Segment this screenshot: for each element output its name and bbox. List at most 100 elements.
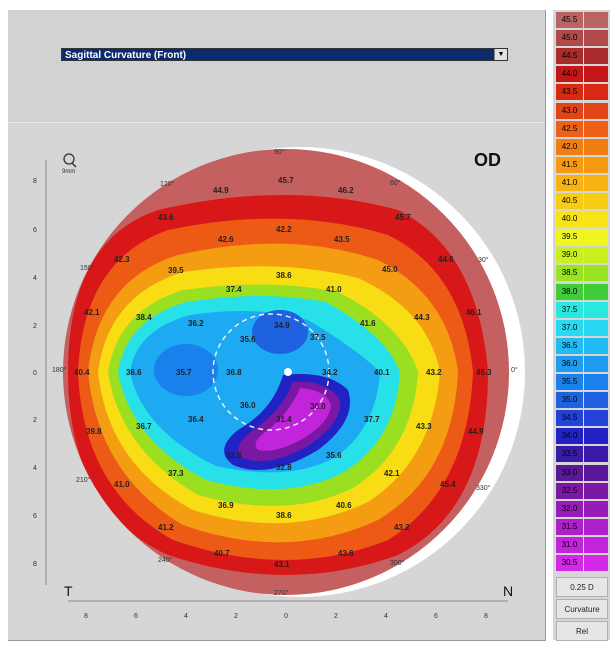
scale-swatch-label: 43.5 xyxy=(556,84,583,101)
curvature-value: 35.6 xyxy=(240,335,256,344)
scale-swatch-label: 32.0 xyxy=(556,500,583,517)
curvature-value: 35.7 xyxy=(176,368,192,377)
curvature-value: 43.1 xyxy=(274,560,290,569)
scale-swatch xyxy=(584,301,608,318)
scale-swatch xyxy=(584,30,608,47)
x-tick-label: 2 xyxy=(234,613,238,620)
x-tick-label: 4 xyxy=(184,613,188,620)
scale-swatch xyxy=(584,536,608,553)
map-type-select[interactable]: Sagittal Curvature (Front) ▼ xyxy=(61,48,508,61)
curvature-value: 43.6 xyxy=(158,213,174,222)
scale-swatch xyxy=(584,48,608,65)
scale-swatch-label: 34.5 xyxy=(556,410,583,427)
scale-swatch xyxy=(584,283,608,300)
x-tick-label: 6 xyxy=(134,613,138,620)
curvature-value: 36.4 xyxy=(188,415,204,424)
scale-swatch-label: 40.5 xyxy=(556,193,583,209)
magnifier-icon[interactable] xyxy=(63,153,77,168)
degree-label: 210° xyxy=(76,476,91,484)
scale-swatch-label: 34.0 xyxy=(556,428,583,445)
scale-swatch-label: 33.5 xyxy=(556,446,583,463)
degree-label: 90° xyxy=(274,148,285,156)
scale-swatch-label: 45.5 xyxy=(556,12,583,28)
curvature-value: 35.6 xyxy=(326,451,342,460)
y-tick-label: 6 xyxy=(33,513,37,520)
step-button[interactable]: 0.25 D xyxy=(556,577,608,597)
curvature-value: 43.5 xyxy=(334,235,350,244)
degree-label: 180° xyxy=(52,366,67,374)
scale-swatch-label: 45.0 xyxy=(556,30,583,47)
curvature-value: 36.9 xyxy=(218,501,234,510)
scale-swatch xyxy=(584,355,608,372)
curvature-value: 34.9 xyxy=(274,321,290,330)
scale-swatch-label: 35.5 xyxy=(556,374,583,390)
scale-swatch xyxy=(584,66,608,83)
scale-swatch-label: 36.5 xyxy=(556,337,583,354)
curvature-value: 46.1 xyxy=(466,308,482,317)
curvature-value: 42.1 xyxy=(84,308,100,317)
scale-swatch xyxy=(584,337,608,354)
scale-swatch xyxy=(584,446,608,463)
curvature-value: 34.2 xyxy=(322,368,338,377)
curvature-value: 39.8 xyxy=(86,427,102,436)
curvature-value: 32.6 xyxy=(226,451,242,460)
y-tick-label: 0 xyxy=(33,370,37,377)
apex-marker xyxy=(284,368,292,376)
curvature-value: 45.4 xyxy=(440,480,456,489)
y-axis-ticks: 8 6 4 2 0 2 4 6 8 xyxy=(33,178,37,568)
x-tick-label: 2 xyxy=(334,613,338,620)
scale-swatch xyxy=(584,482,608,499)
scale-swatch-label: 42.5 xyxy=(556,120,583,137)
scale-swatch xyxy=(584,174,608,191)
curvature-value: 42.1 xyxy=(384,469,400,478)
curvature-value: 41.0 xyxy=(114,480,130,489)
x-tick-label: 0 xyxy=(284,613,288,620)
y-tick-label: 6 xyxy=(33,227,37,234)
x-axis-ticks: 8 6 4 2 0 2 4 6 8 xyxy=(84,613,488,620)
scale-swatch-label: 44.0 xyxy=(556,66,583,83)
curvature-value: 36.6 xyxy=(126,368,142,377)
curvature-value: 43.3 xyxy=(416,422,432,431)
scale-swatch xyxy=(584,319,608,336)
curvature-value: 44.3 xyxy=(414,313,430,322)
degree-label: 0° xyxy=(511,366,518,374)
scale-swatch xyxy=(584,84,608,101)
curvature-value: 37.4 xyxy=(226,285,242,294)
scale-swatch-label: 44.5 xyxy=(556,48,583,65)
scale-swatch-label: 38.5 xyxy=(556,265,583,282)
scale-swatch-label: 32.5 xyxy=(556,482,583,499)
curvature-value: 37.5 xyxy=(310,333,326,342)
curvature-value: 42.6 xyxy=(218,235,234,244)
curvature-value: 37.3 xyxy=(168,469,184,478)
nasal-label: N xyxy=(503,583,513,599)
curvature-value: 45.7 xyxy=(278,176,294,185)
curvature-mode-button[interactable]: Curvature xyxy=(556,599,608,619)
dropdown-arrow-icon[interactable]: ▼ xyxy=(494,49,507,60)
x-tick-label: 4 xyxy=(384,613,388,620)
curvature-value: 42.3 xyxy=(114,255,130,264)
curvature-values: 45.7 44.9 46.2 43.6 45.7 42.6 42.2 43.5 … xyxy=(74,176,492,569)
y-tick-label: 2 xyxy=(33,323,37,330)
scale-swatch xyxy=(584,555,608,571)
pupil-circle xyxy=(212,313,330,431)
curvature-value: 38.6 xyxy=(276,271,292,280)
map-panel: Sagittal Curvature (Front) ▼ xyxy=(8,10,546,641)
y-tick-label: 8 xyxy=(33,561,37,568)
degree-labels: 90° 60° 30° 0° 330° 300° 270° 240° 210° … xyxy=(52,148,518,597)
scale-swatch xyxy=(584,374,608,390)
curvature-value: 40.6 xyxy=(336,501,352,510)
scale-swatch xyxy=(584,102,608,119)
curvature-value: 39.5 xyxy=(168,266,184,275)
zoom-label: 9mm xyxy=(62,169,75,175)
scale-swatch xyxy=(584,138,608,155)
curvature-value: 38.6 xyxy=(276,511,292,520)
curvature-value: 41.0 xyxy=(326,285,342,294)
curvature-value: 44.6 xyxy=(438,255,454,264)
degree-label: 30° xyxy=(478,256,489,264)
eye-label: OD xyxy=(474,150,501,170)
degree-label: 300° xyxy=(390,559,405,567)
scale-swatch-label: 38.0 xyxy=(556,283,583,300)
scale-swatch-label: 35.0 xyxy=(556,392,583,409)
reference-button[interactable]: Rel xyxy=(556,621,608,641)
scale-swatch xyxy=(584,120,608,137)
